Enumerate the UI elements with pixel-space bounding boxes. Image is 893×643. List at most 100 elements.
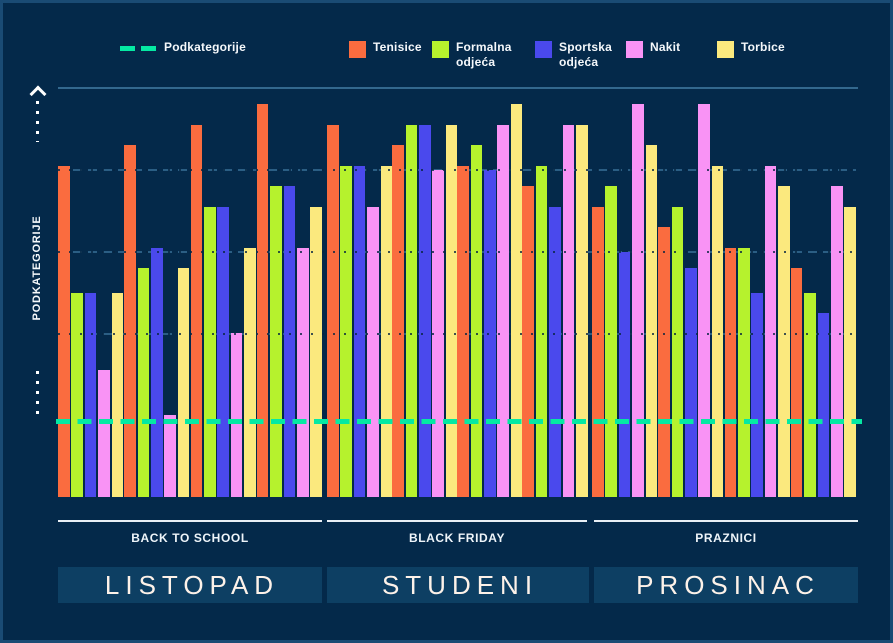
gridline-overlay-80 — [58, 169, 856, 171]
gridline-overlay-60 — [58, 251, 856, 253]
reference-line-podkategorije — [56, 419, 862, 424]
bar-tenisice-9 — [592, 206, 604, 497]
section-underline — [58, 520, 322, 522]
bar-torbice-11 — [778, 186, 790, 497]
bar-cluster — [58, 88, 124, 497]
bar-cluster — [392, 88, 458, 497]
bar-sportska-odje-a-12 — [817, 312, 830, 497]
bar-sportska-odje-a-8 — [549, 206, 561, 497]
dashed-line-swatch — [120, 45, 157, 51]
bar-sportska-odje-a-5 — [353, 165, 366, 497]
bar-formalna-odje-a-8 — [535, 165, 548, 497]
bar-nakit-7 — [497, 124, 510, 497]
legend-item-tenisice: Tenisice — [349, 40, 422, 58]
bar-nakit-10 — [698, 104, 711, 497]
legend-swatch — [626, 41, 643, 58]
legend-swatch — [717, 41, 734, 58]
bar-nakit-2 — [164, 415, 177, 497]
campaign-label-praznici: PRAZNICI — [695, 531, 757, 545]
bar-cluster — [724, 88, 790, 497]
bar-tenisice-1 — [58, 165, 70, 497]
bar-cluster — [658, 88, 724, 497]
month-band-prosinac: PROSINAC — [594, 567, 858, 603]
bar-nakit-1 — [98, 370, 110, 497]
bar-formalna-odje-a-2 — [137, 267, 150, 497]
bar-sportska-odje-a-2 — [151, 247, 163, 497]
bar-formalna-odje-a-5 — [340, 165, 352, 497]
bar-cluster — [790, 88, 856, 497]
bar-formalna-odje-a-4 — [270, 186, 282, 497]
bar-formalna-odje-a-7 — [470, 145, 483, 497]
bar-tenisice-2 — [124, 145, 136, 497]
bar-sportska-odje-a-1 — [84, 292, 97, 497]
bar-nakit-11 — [764, 165, 777, 497]
bar-nakit-3 — [230, 333, 243, 497]
bar-tenisice-8 — [522, 186, 535, 497]
legend-item-podkategorije: Podkategorije — [120, 40, 246, 55]
bar-nakit-5 — [367, 206, 379, 497]
legend-label: Tenisice — [373, 40, 422, 54]
bar-torbice-8 — [576, 124, 588, 497]
y-axis-label: PODKATEGORIJE — [31, 215, 43, 321]
bar-nakit-9 — [632, 104, 644, 497]
legend-item-sportska-odje-a: Sportska odjeća — [535, 40, 612, 70]
bar-torbice-5 — [380, 165, 393, 497]
bar-cluster — [522, 88, 588, 497]
legend-item-torbice: Torbice — [717, 40, 785, 58]
y-axis-arrow-up-icon — [29, 85, 47, 103]
bar-torbice-3 — [244, 247, 256, 497]
section-underline — [327, 520, 587, 522]
legend-label: Nakit — [650, 40, 681, 54]
bar-torbice-2 — [177, 267, 190, 497]
bar-section-black-friday — [327, 88, 588, 497]
legend-label: Sportska odjeća — [559, 40, 612, 69]
bar-formalna-odje-a-6 — [405, 124, 418, 497]
bar-cluster — [457, 88, 523, 497]
gridline-overlay-40 — [58, 333, 856, 335]
bar-tenisice-7 — [457, 165, 469, 497]
bar-sportska-odje-a-11 — [751, 292, 763, 497]
legend-swatch — [349, 41, 366, 58]
bar-nakit-8 — [562, 124, 575, 497]
bar-sportska-odje-a-3 — [217, 206, 229, 497]
legend: Podkategorije Tenisice Formalna odjeća Spor… — [0, 40, 893, 82]
month-band-listopad: LISTOPAD — [58, 567, 322, 603]
bar-tenisice-3 — [190, 124, 203, 497]
section-underline — [594, 520, 858, 522]
month-band-studeni: STUDENI — [327, 567, 589, 603]
bar-formalna-odje-a-1 — [71, 292, 83, 497]
bar-formalna-odje-a-9 — [605, 186, 617, 497]
bar-sportska-odje-a-4 — [283, 186, 296, 497]
bar-torbice-9 — [645, 145, 658, 497]
bar-tenisice-11 — [724, 247, 737, 497]
bar-torbice-7 — [510, 104, 523, 497]
legend-item-nakit: Nakit — [626, 40, 680, 58]
bar-nakit-4 — [297, 247, 309, 497]
bar-sportska-odje-a-9 — [618, 251, 631, 497]
legend-item-formalna-odje-a: Formalna odjeća — [432, 40, 512, 70]
legend-swatch — [432, 41, 449, 58]
plot-top-border — [58, 87, 858, 89]
bar-torbice-12 — [844, 206, 856, 497]
bar-tenisice-6 — [392, 145, 404, 497]
bar-cluster — [190, 88, 256, 497]
bar-torbice-6 — [445, 124, 458, 497]
y-axis-dotted-line — [36, 371, 39, 416]
bar-tenisice-10 — [658, 227, 670, 497]
bar-section-praznici — [592, 88, 856, 497]
y-axis-dotted-line — [36, 101, 39, 142]
legend-label: Podkategorije — [164, 40, 246, 54]
legend-label: Torbice — [741, 40, 785, 54]
bar-formalna-odje-a-11 — [737, 247, 750, 497]
bar-cluster — [592, 88, 658, 497]
campaign-label-black-friday: BLACK FRIDAY — [408, 531, 506, 545]
bar-nakit-12 — [831, 186, 843, 497]
bar-sportska-odje-a-6 — [418, 124, 431, 497]
bar-formalna-odje-a-12 — [804, 292, 816, 497]
bar-cluster — [327, 88, 393, 497]
bar-tenisice-12 — [790, 267, 803, 497]
bar-section-back-to-school — [58, 88, 322, 497]
bar-formalna-odje-a-3 — [203, 206, 216, 497]
legend-swatch — [535, 41, 552, 58]
